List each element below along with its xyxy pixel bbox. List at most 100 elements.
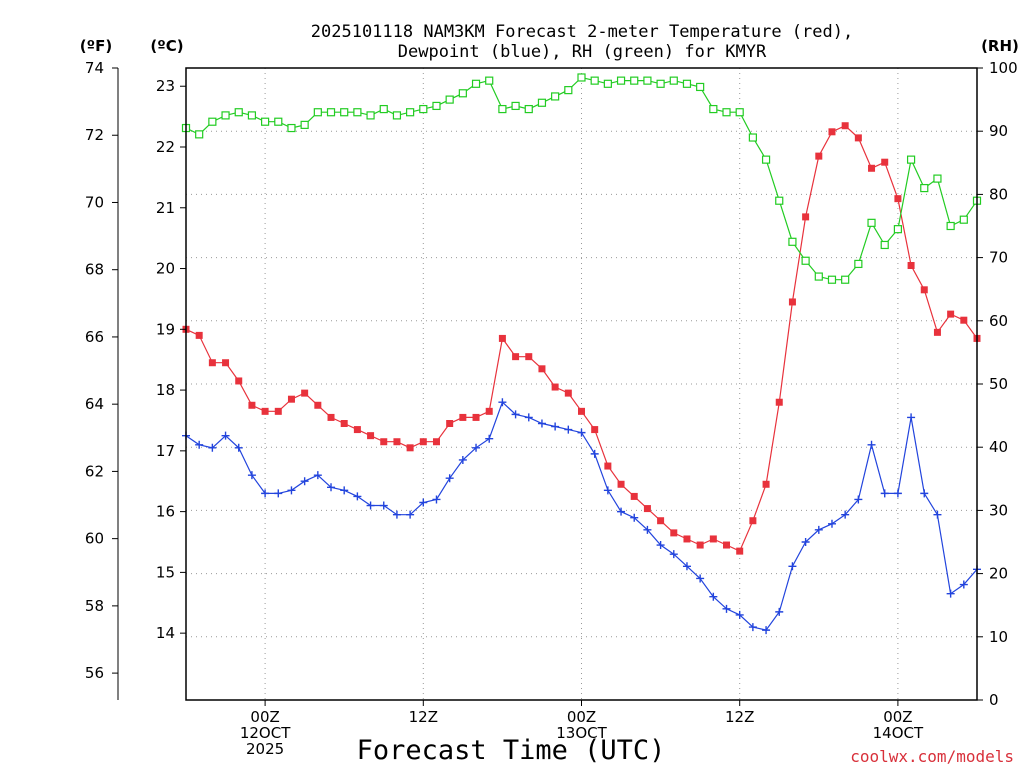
temperature-marker (564, 389, 572, 397)
rh-marker (603, 79, 612, 88)
rh-marker (709, 104, 718, 114)
rh-tick-label: 70 (989, 249, 1008, 267)
dewpoint-marker (590, 449, 599, 458)
rh-marker (775, 196, 784, 205)
dewpoint-marker (775, 607, 784, 616)
dewpoint-marker (643, 525, 652, 534)
rh-marker (722, 108, 731, 117)
rh-marker (406, 108, 415, 117)
rh-marker (696, 82, 705, 92)
rh-marker (814, 272, 823, 281)
fahrenheit-tick-label: 70 (85, 193, 104, 211)
rh-tick-label: 40 (989, 438, 1008, 456)
x-tick-label: 13OCT (556, 724, 607, 742)
rh-tick-label: 50 (989, 375, 1008, 393)
dewpoint-marker (537, 419, 546, 428)
temperature-marker (868, 164, 876, 172)
temperature-marker (485, 407, 493, 415)
temperature-marker (261, 407, 269, 415)
rh-tick-label: 30 (989, 501, 1008, 519)
x-tick-label: 14OCT (873, 724, 924, 742)
temperature-marker (841, 122, 849, 130)
rh-marker (432, 101, 441, 111)
rh-marker (353, 108, 362, 117)
dewpoint-marker (722, 604, 731, 613)
dewpoint-marker (854, 495, 863, 504)
rh-marker (854, 259, 863, 269)
fahrenheit-tick-label: 74 (85, 59, 104, 77)
dewpoint-marker (801, 538, 810, 546)
temperature-marker (472, 413, 480, 421)
dewpoint-marker (762, 626, 771, 635)
temperature-marker (578, 407, 585, 415)
rh-marker (471, 79, 481, 88)
temperature-marker (512, 353, 520, 361)
temperature-marker (446, 420, 454, 427)
dewpoint-marker (445, 474, 454, 483)
dewpoint-marker (946, 589, 955, 598)
dewpoint-marker (814, 525, 823, 534)
temperature-marker (683, 535, 691, 543)
x-tick-label: 2025 (246, 740, 284, 758)
rh-tick-label: 60 (989, 312, 1008, 330)
temperature-marker (762, 480, 770, 488)
dewpoint-marker (261, 489, 270, 498)
rh-marker (761, 155, 771, 164)
rh-marker (485, 76, 494, 85)
temperature-marker (314, 401, 322, 409)
dewpoint-marker (340, 486, 349, 495)
chart-title-line-1: 2025101118 NAM3KM Forecast 2-meter Tempe… (311, 22, 853, 42)
temperature-marker (617, 480, 625, 488)
celsius-tick-label: 16 (156, 503, 175, 521)
temperature-marker (248, 401, 256, 409)
temperature-marker (894, 195, 902, 203)
temperature-marker (696, 541, 704, 549)
fahrenheit-tick-label: 68 (85, 261, 104, 279)
temperature-marker (828, 128, 836, 136)
dewpoint-marker (419, 498, 428, 507)
rh-marker (498, 104, 507, 114)
dewpoint-marker (208, 443, 217, 452)
rh-marker (419, 104, 428, 114)
temperature-marker (432, 438, 440, 446)
temperature-marker (907, 262, 915, 269)
fahrenheit-tick-label: 66 (85, 328, 104, 346)
temperature-marker (881, 158, 889, 166)
temperature-marker (419, 438, 427, 446)
rh-marker (801, 256, 810, 265)
rh-tick-label: 0 (989, 691, 999, 709)
temperature-marker (353, 426, 361, 434)
credit-text: coolwx.com/models (850, 747, 1014, 766)
dewpoint-marker (630, 513, 639, 522)
dewpoint-marker (353, 492, 362, 501)
rh-marker (261, 117, 270, 126)
rh-marker (590, 76, 599, 85)
dewpoint-marker (247, 471, 256, 480)
rh-marker (326, 108, 336, 117)
x-tick-label: 12Z (409, 708, 438, 726)
grid (186, 68, 977, 700)
rh-marker (195, 130, 204, 139)
rh-marker (841, 275, 850, 284)
dewpoint-marker (511, 410, 520, 419)
temperature-marker (551, 383, 559, 391)
rh-marker (959, 215, 968, 224)
rh-axis-label: (RH) (981, 37, 1019, 55)
dewpoint-marker (379, 501, 388, 510)
rh-marker (920, 183, 929, 193)
dewpoint-marker (313, 471, 322, 480)
temperature-marker (630, 492, 638, 500)
dewpoint-marker (669, 550, 678, 559)
rh-marker (445, 95, 454, 104)
temperature-marker (723, 541, 731, 549)
temperature-marker (380, 438, 388, 446)
dewpoint-marker (841, 510, 850, 519)
rh-marker (208, 117, 217, 126)
dewpoint-marker (485, 434, 494, 443)
fahrenheit-axis-label: (ºF) (80, 37, 112, 55)
x-tick-label: 00Z (567, 708, 596, 726)
temperature-marker (854, 134, 862, 142)
dewpoint-marker (617, 507, 626, 516)
rh-marker (933, 174, 942, 183)
dewpoint-marker (432, 495, 441, 504)
